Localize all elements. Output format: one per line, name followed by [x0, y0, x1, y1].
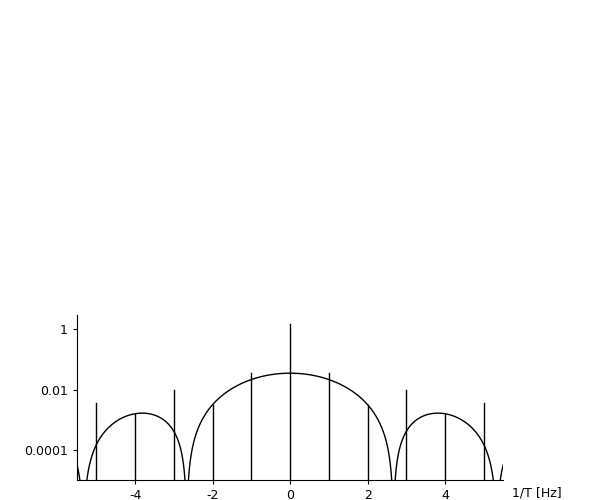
X-axis label: 1/T [Hz]: 1/T [Hz] [513, 486, 562, 500]
